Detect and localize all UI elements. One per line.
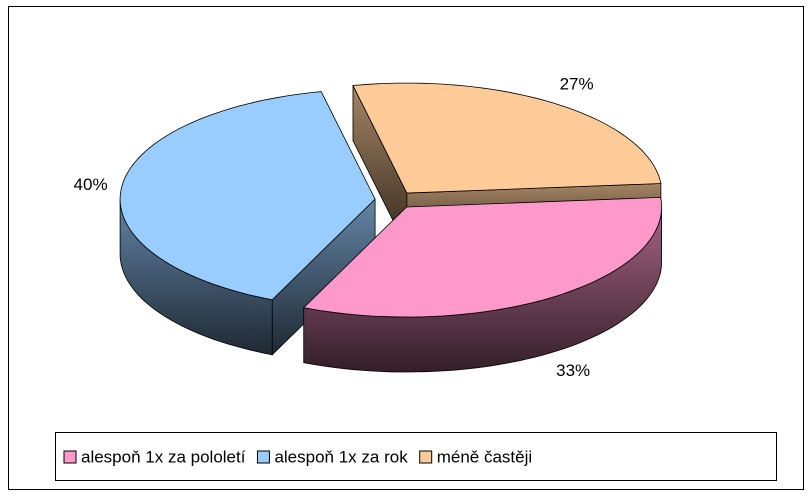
legend: alespoň 1x za pololetí alespoň 1x za rok m…	[55, 432, 777, 481]
legend-label: alespoň 1x za pololetí	[81, 447, 246, 466]
data-label: 27%	[560, 74, 594, 93]
legend-swatch	[419, 450, 433, 464]
slice-top	[119, 91, 376, 301]
slice-side-shade	[352, 85, 407, 249]
data-label: 33%	[556, 361, 590, 380]
slice-top	[352, 82, 662, 194]
legend-swatch	[63, 450, 77, 464]
pie-slice	[119, 91, 376, 356]
legend-label: alespoň 1x za rok	[274, 447, 408, 466]
slice-side-shade	[272, 199, 376, 355]
legend-box	[55, 432, 777, 481]
legend-swatch	[256, 450, 270, 464]
legend-label: méně častěji	[437, 447, 532, 466]
slice-wall-shade	[120, 199, 273, 355]
data-label: 40%	[74, 175, 108, 194]
slice-top	[302, 196, 662, 318]
pie-slice	[302, 196, 662, 373]
slice-wall-shade	[303, 207, 662, 372]
